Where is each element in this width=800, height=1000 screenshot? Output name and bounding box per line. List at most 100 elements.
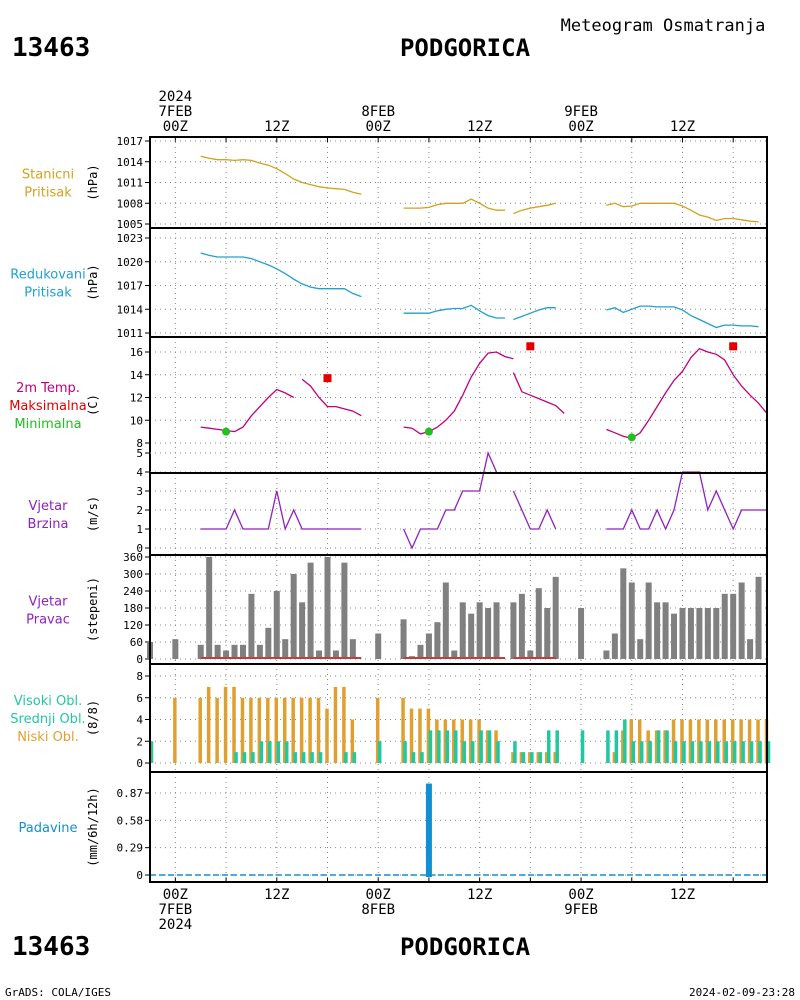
cloud-low-bar xyxy=(730,719,735,763)
cloud-low-bar xyxy=(452,719,456,763)
wind-dir-bar xyxy=(341,562,348,659)
y-tick-label: 0.58 xyxy=(117,814,144,827)
wind-dir-bar xyxy=(332,650,339,659)
cloud-low-bar xyxy=(477,719,481,763)
wind-dir-bar xyxy=(400,619,407,659)
cloud-mid-bar xyxy=(707,741,712,763)
y-axis-label: (hPa) xyxy=(86,264,100,300)
cloud-low-bar xyxy=(291,697,295,763)
series-line xyxy=(512,490,557,530)
tmax-marker xyxy=(526,342,535,351)
cloud-mid-bar xyxy=(682,741,686,763)
tmax-marker xyxy=(729,342,738,351)
series-line xyxy=(403,450,498,550)
cloud-low-bar xyxy=(240,697,245,763)
wind-dir-bar xyxy=(713,608,720,659)
y-tick-label: 1014 xyxy=(117,303,144,316)
wind-dir-bar xyxy=(654,602,661,659)
time-label-top: 8FEB xyxy=(361,104,395,120)
wind-dir-bar xyxy=(645,582,652,659)
cloud-mid-bar xyxy=(699,741,703,763)
wind-dir-bar xyxy=(172,639,179,659)
wind-dir-bar xyxy=(324,557,331,659)
wind-dir-bar xyxy=(544,608,551,659)
wind-dir-bar xyxy=(578,608,585,659)
cloud-mid-bar xyxy=(454,730,458,763)
wind-dir-bar xyxy=(662,602,669,659)
cloud-low-bar xyxy=(528,752,532,763)
cloud-mid-bar xyxy=(301,752,306,763)
cloud-mid-bar xyxy=(716,741,720,763)
wind-dir-bar xyxy=(611,633,618,659)
wind-dir-bar xyxy=(265,627,272,659)
cloud-mid-bar xyxy=(614,730,619,763)
cloud-low-bar xyxy=(654,730,659,763)
wind-dir-bar xyxy=(290,574,297,659)
cloud-mid-bar xyxy=(724,741,728,763)
cloud-low-bar xyxy=(198,697,202,763)
panel-label: Maksimalna xyxy=(9,399,87,414)
cloud-mid-bar xyxy=(555,730,559,763)
wind-dir-bar xyxy=(485,608,492,659)
cloud-mid-bar xyxy=(479,730,483,763)
cloud-mid-bar xyxy=(310,752,314,763)
cloud-mid-bar xyxy=(259,741,264,763)
y-axis-label: (mm/6h/12h) xyxy=(86,787,100,866)
wind-dir-bar xyxy=(282,639,289,659)
series-line xyxy=(200,155,362,195)
wind-dir-bar xyxy=(349,639,356,659)
cloud-low-bar xyxy=(663,730,667,763)
wind-dir-bar xyxy=(730,593,737,659)
cloud-mid-bar xyxy=(462,741,466,763)
wind-dir-bar xyxy=(696,608,703,659)
cloud-mid-bar xyxy=(606,730,610,763)
cloud-low-bar xyxy=(536,752,541,763)
panel-label: Pravac xyxy=(26,613,70,628)
time-label-bottom: 7FEB xyxy=(158,902,192,918)
wind-dir-bar xyxy=(510,602,517,659)
time-label-top: 00Z xyxy=(366,119,391,135)
wind-dir-bar xyxy=(197,644,204,659)
wind-dir-bar xyxy=(747,639,754,659)
cloud-low-bar xyxy=(274,697,279,763)
tmin-marker xyxy=(424,427,433,436)
cloud-low-bar xyxy=(460,719,464,763)
cloud-low-bar xyxy=(646,730,650,763)
series-line xyxy=(200,252,362,298)
y-tick-label: 4 xyxy=(136,466,143,479)
cloud-low-bar xyxy=(553,752,557,763)
cloud-low-bar xyxy=(401,697,405,763)
wind-dir-bar xyxy=(679,608,686,659)
cloud-mid-bar xyxy=(690,741,695,763)
cloud-mid-bar xyxy=(487,730,492,763)
y-tick-label: 0.87 xyxy=(117,787,144,800)
tmin-marker xyxy=(627,433,636,442)
panel-label: Niski Obl. xyxy=(17,730,79,745)
cloud-mid-bar xyxy=(580,730,585,763)
cloud-mid-bar xyxy=(234,752,238,763)
y-tick-label: 1023 xyxy=(117,232,144,245)
time-label-bottom: 2024 xyxy=(158,917,192,933)
cloud-mid-bar xyxy=(445,730,450,763)
cloud-mid-bar xyxy=(496,741,500,763)
cloud-low-bar xyxy=(299,697,304,763)
credit-text: GrADS: COLA/IGES xyxy=(5,986,111,999)
panel-frame xyxy=(149,771,768,883)
y-tick-label: 1011 xyxy=(117,327,144,340)
cloud-low-bar xyxy=(249,697,253,763)
cloud-low-bar xyxy=(257,697,262,763)
cloud-low-bar xyxy=(215,697,219,763)
time-label-top: 00Z xyxy=(568,119,593,135)
wind-dir-bar xyxy=(552,576,559,659)
panel-label: Redukovani xyxy=(10,268,85,283)
cloud-mid-bar xyxy=(318,752,323,763)
wind-dir-bar xyxy=(316,650,323,659)
panel-label: Minimalna xyxy=(14,417,81,432)
wind-dir-bar xyxy=(535,588,542,659)
cloud-low-bar xyxy=(468,719,473,763)
panel-frame xyxy=(149,136,768,229)
panel-label: 2m Temp. xyxy=(16,381,80,396)
y-tick-label: 12 xyxy=(130,392,143,405)
wind-dir-bar xyxy=(704,608,711,659)
cloud-low-bar xyxy=(308,697,312,763)
